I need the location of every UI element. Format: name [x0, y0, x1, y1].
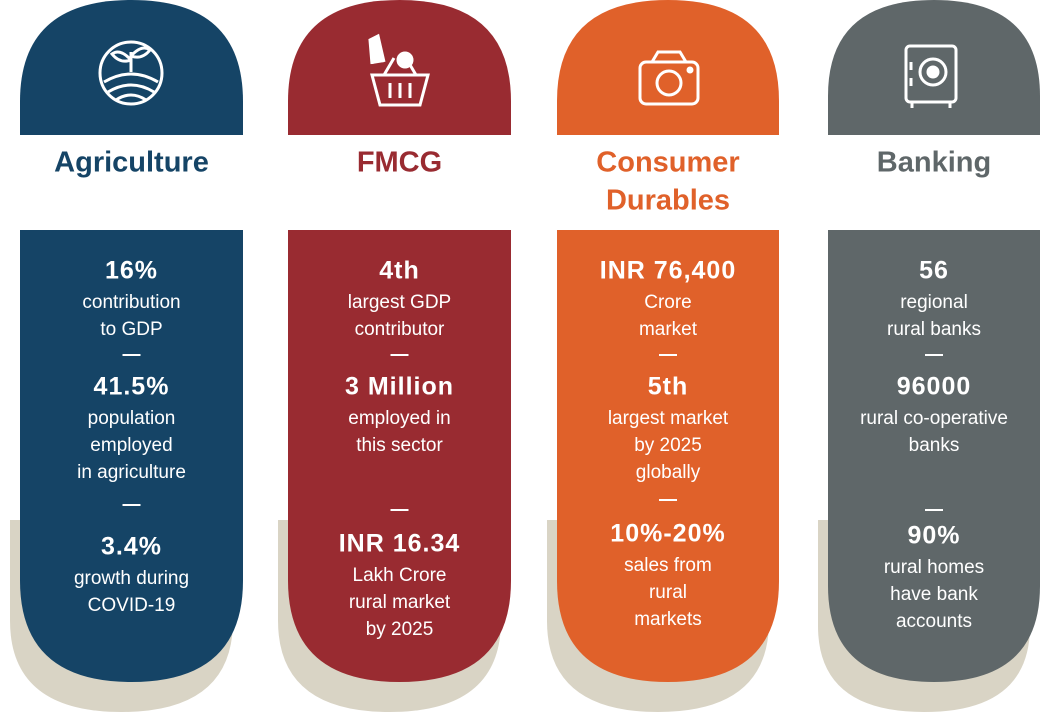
stat-value: 10%-20% [610, 520, 725, 548]
stat-description: largest GDP [348, 292, 451, 313]
stat-value: 41.5% [94, 373, 170, 401]
stat-description: rural market [349, 592, 451, 613]
stat-value: 5th [648, 373, 689, 401]
stat-value: 3 Million [345, 373, 454, 401]
stat-description: contributor [355, 319, 445, 340]
body-panel [288, 230, 511, 682]
camera-icon [638, 50, 700, 106]
stat-description: accounts [896, 611, 972, 632]
stat-description: by 2025 [634, 435, 702, 456]
stat-description: rural co-operative [860, 408, 1008, 429]
stat-description: this sector [356, 435, 443, 456]
stat-description: Lakh Crore [353, 565, 447, 586]
column-title: FMCG [357, 147, 442, 179]
stat-description: sales from [624, 555, 712, 576]
stat-description: by 2025 [366, 619, 434, 640]
stat-description: population [88, 408, 176, 429]
stat-value: 16% [105, 257, 158, 285]
agriculture-icon [98, 40, 164, 106]
stat-description: rural homes [884, 557, 984, 578]
column-title: Banking [877, 147, 991, 179]
stat-description: market [639, 319, 698, 340]
stat-description: rural banks [887, 319, 981, 340]
stat-description: employed [90, 435, 172, 456]
basket-icon [368, 33, 430, 107]
stat-value: INR 76,400 [600, 257, 736, 285]
stat-description: largest market [608, 408, 729, 429]
stat-description: in agriculture [77, 462, 186, 483]
column-title: Agriculture [54, 147, 209, 179]
stat-description: growth during [74, 568, 189, 589]
stat-description: regional [900, 292, 968, 313]
stat-description: globally [636, 462, 701, 483]
stat-description: to GDP [100, 319, 162, 340]
column-title: Consumer [596, 147, 739, 179]
icons [98, 33, 958, 108]
stat-description: COVID-19 [88, 595, 176, 616]
column-title: Durables [606, 185, 730, 217]
stat-value: 96000 [897, 373, 972, 401]
stat-description: banks [909, 435, 960, 456]
header-pill [557, 0, 779, 135]
body-panel [557, 230, 779, 682]
stat-description: Crore [644, 292, 692, 313]
stat-description: have bank [890, 584, 978, 605]
stat-description: contribution [82, 292, 180, 313]
stat-value: 3.4% [101, 533, 162, 561]
header-pill [288, 0, 511, 135]
stat-value: 4th [379, 257, 420, 285]
stat-value: INR 16.34 [339, 530, 461, 558]
stat-description: employed in [348, 408, 450, 429]
stat-value: 90% [907, 522, 960, 550]
stat-value: 56 [919, 257, 949, 285]
safe-icon [904, 44, 958, 108]
stat-description: markets [634, 609, 702, 630]
stat-description: rural [649, 582, 687, 603]
body-panel [828, 230, 1040, 682]
body-panel [20, 230, 243, 682]
